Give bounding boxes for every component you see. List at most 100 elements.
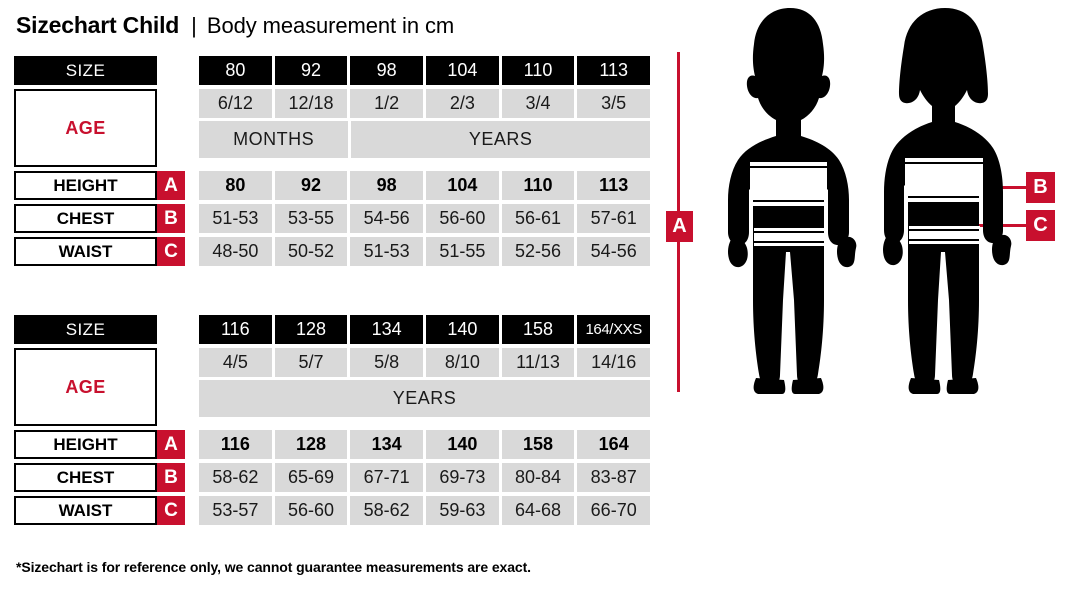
measure-badge-a: A: [157, 430, 185, 459]
chest-cell: 67-71: [350, 463, 424, 492]
chest-leader-line: [968, 186, 1040, 189]
chest-values: 51-53 53-55 54-56 56-60 56-61 57-61: [199, 204, 651, 233]
column-gap: [185, 204, 199, 233]
height-cell: 110: [501, 171, 575, 200]
height-cell: 116: [199, 430, 272, 459]
chest-cell: 58-62: [199, 463, 272, 492]
waist-label: WAIST: [14, 496, 157, 525]
column-gap: [185, 237, 199, 266]
age-values: 4/5 5/7 5/8 8/10 11/13 14/16: [199, 348, 651, 377]
size-values: 116 128 134 140 158 164/XXS: [199, 315, 651, 344]
age-label: AGE: [14, 89, 157, 167]
badge-spacer: [157, 348, 185, 426]
chest-cell: 51-53: [199, 204, 272, 233]
size-cell: 92: [274, 56, 348, 85]
waist-row: WAIST C 48-50 50-52 51-53 51-55 52-56 54-56: [14, 237, 651, 266]
age-cell: 5/7: [274, 348, 348, 377]
height-row: HEIGHT A 116 128 134 140 158 164: [14, 430, 651, 459]
column-gap: [185, 348, 199, 426]
size-cell: 98: [350, 56, 424, 85]
age-unit-cell: MONTHS: [199, 121, 349, 158]
height-values: 116 128 134 140 158 164: [199, 430, 651, 459]
column-gap: [185, 315, 199, 344]
measure-badge-a: A: [157, 171, 185, 200]
size-label: SIZE: [14, 315, 157, 344]
height-values: 80 92 98 104 110 113: [199, 171, 651, 200]
measure-badge-c: C: [157, 237, 185, 266]
height-row: HEIGHT A 80 92 98 104 110 113: [14, 171, 651, 200]
size-values: 80 92 98 104 110 113: [199, 56, 651, 85]
age-cell: 1/2: [350, 89, 424, 118]
measure-badge-b: B: [1026, 172, 1055, 203]
waist-cell: 64-68: [501, 496, 575, 525]
age-values-stack: 6/12 12/18 1/2 2/3 3/4 3/5 MONTHS YEARS: [199, 89, 651, 167]
size-cell: 104: [426, 56, 499, 85]
waist-values: 48-50 50-52 51-53 51-55 52-56 54-56: [199, 237, 651, 266]
size-cell: 134: [350, 315, 424, 344]
waist-cell: 54-56: [577, 237, 651, 266]
age-cell: 5/8: [350, 348, 424, 377]
size-cell: 158: [501, 315, 575, 344]
height-cell: 80: [199, 171, 272, 200]
waist-label: WAIST: [14, 237, 157, 266]
column-gap: [185, 430, 199, 459]
measure-badge-b: B: [157, 204, 185, 233]
age-cell: 3/5: [577, 89, 651, 118]
title-subtitle: Body measurement in cm: [206, 13, 455, 38]
age-values-stack: 4/5 5/7 5/8 8/10 11/13 14/16 YEARS: [199, 348, 651, 426]
badge-spacer: [157, 315, 185, 344]
age-values: 6/12 12/18 1/2 2/3 3/4 3/5: [199, 89, 651, 118]
column-gap: [185, 496, 199, 525]
age-cell: 2/3: [426, 89, 499, 118]
size-cell: 164/XXS: [577, 315, 651, 344]
age-unit-row: YEARS: [199, 380, 650, 417]
sizechart-table-1: SIZE 80 92 98 104 110 113 AGE 6/12 12/18 1/2 2/3 3/4…: [14, 56, 651, 266]
height-cell: 98: [350, 171, 424, 200]
chest-cell: 57-61: [577, 204, 651, 233]
footnote: *Sizechart is for reference only, we can…: [16, 559, 531, 575]
waist-cell: 59-63: [426, 496, 499, 525]
measure-badge-a: A: [666, 211, 693, 242]
measure-badge-c: C: [1026, 210, 1055, 241]
waist-cell: 52-56: [501, 237, 575, 266]
chest-cell: 69-73: [426, 463, 499, 492]
waist-cell: 48-50: [199, 237, 272, 266]
height-cell: 113: [577, 171, 651, 200]
column-gap: [185, 171, 199, 200]
age-row: AGE 6/12 12/18 1/2 2/3 3/4 3/5 MONTHS YEARS: [14, 89, 651, 167]
age-cell: 14/16: [577, 348, 651, 377]
measure-badge-b: B: [157, 463, 185, 492]
badge-spacer: [157, 56, 185, 85]
height-cell: 128: [274, 430, 348, 459]
chest-cell: 53-55: [274, 204, 348, 233]
size-cell: 110: [501, 56, 575, 85]
waist-values: 53-57 56-60 58-62 59-63 64-68 66-70: [199, 496, 651, 525]
waist-cell: 51-55: [426, 237, 499, 266]
chest-label: CHEST: [14, 463, 157, 492]
column-gap: [185, 89, 199, 167]
size-cell: 140: [426, 315, 499, 344]
age-cell: 4/5: [199, 348, 272, 377]
waist-cell: 66-70: [577, 496, 651, 525]
measure-badge-c: C: [157, 496, 185, 525]
waist-row: WAIST C 53-57 56-60 58-62 59-63 64-68 66-70: [14, 496, 651, 525]
height-cell: 158: [501, 430, 575, 459]
chest-row: CHEST B 58-62 65-69 67-71 69-73 80-84 83-87: [14, 463, 651, 492]
size-cell: 113: [577, 56, 651, 85]
age-label: AGE: [14, 348, 157, 426]
title-main: Sizechart Child: [16, 12, 180, 38]
chest-cell: 56-60: [426, 204, 499, 233]
page-title: Sizechart Child | Body measurement in cm: [16, 12, 454, 39]
size-header-row: SIZE 116 128 134 140 158 164/XXS: [14, 315, 651, 344]
chest-cell: 65-69: [274, 463, 348, 492]
height-cell: 140: [426, 430, 499, 459]
height-cell: 134: [350, 430, 424, 459]
waist-cell: 50-52: [274, 237, 348, 266]
chest-cell: 54-56: [350, 204, 424, 233]
waist-leader-line: [968, 224, 1040, 227]
badge-spacer: [157, 89, 185, 167]
waist-cell: 56-60: [274, 496, 348, 525]
chest-cell: 56-61: [501, 204, 575, 233]
boy-silhouette-icon: [728, 8, 857, 394]
title-separator: |: [191, 13, 197, 38]
